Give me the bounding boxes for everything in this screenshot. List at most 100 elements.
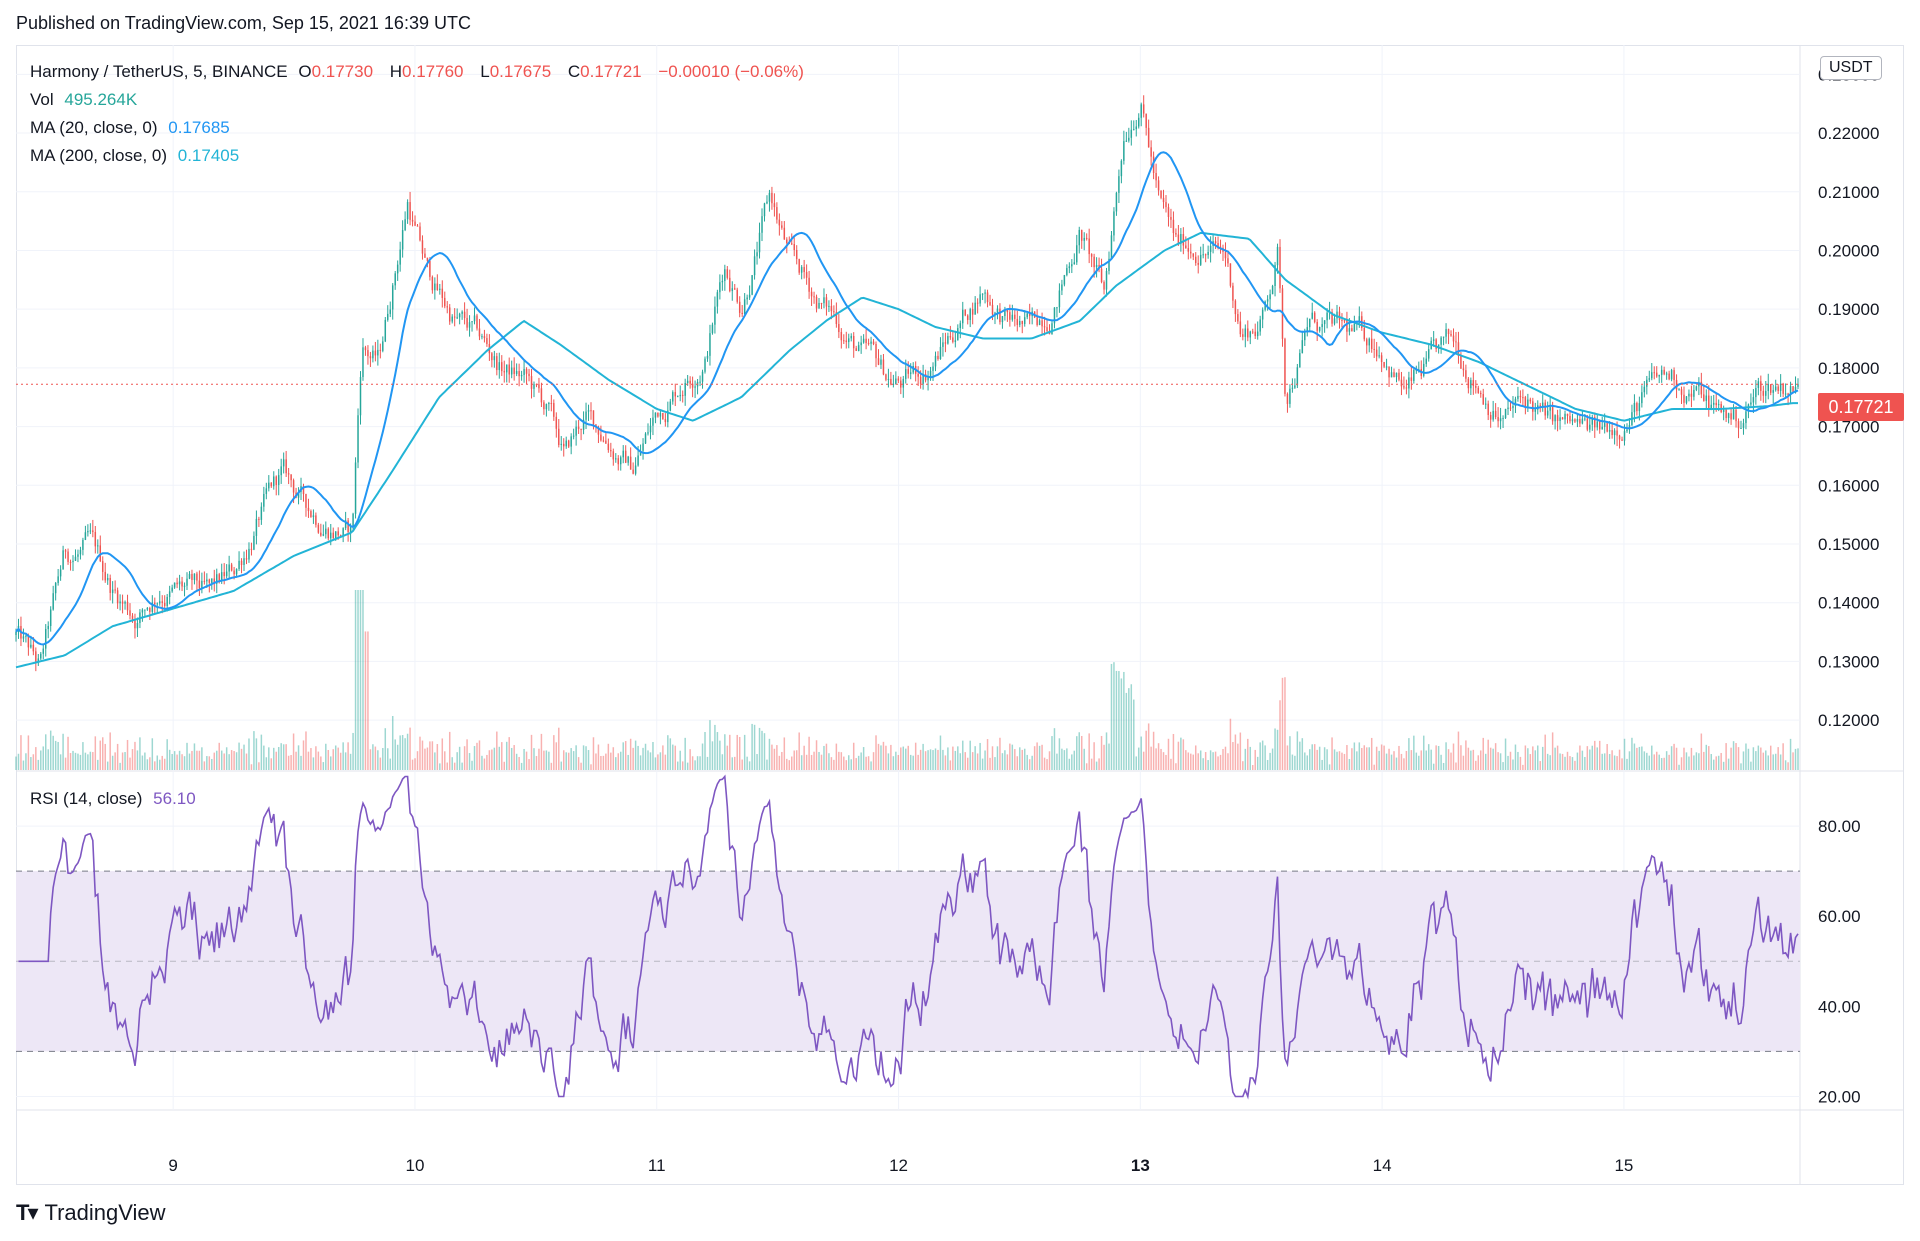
candle-body [1663, 369, 1665, 375]
candle-body [30, 644, 32, 648]
volume-bar [503, 761, 505, 770]
volume-bar [1455, 762, 1457, 770]
volume-bar [439, 763, 441, 770]
volume-bar [1576, 752, 1579, 770]
candle-body [1242, 334, 1244, 337]
candle-body [1209, 245, 1212, 252]
published-caption: Published on TradingView.com, Sep 15, 20… [16, 13, 471, 33]
close-label: C [567, 62, 581, 81]
candle-body [1782, 383, 1784, 394]
volume-bar [1036, 742, 1038, 770]
volume-bar [1554, 747, 1556, 770]
candle-body [471, 321, 473, 323]
volume-bar [947, 747, 949, 770]
volume-bar [1197, 753, 1199, 770]
volume-bar [1331, 737, 1333, 770]
candle-body [1762, 390, 1765, 396]
candle-body [1668, 373, 1670, 380]
volume-bar [1566, 751, 1569, 770]
candle-body [1252, 331, 1254, 333]
volume-bar [1720, 752, 1722, 770]
candle-body [659, 413, 662, 417]
candle-body [287, 473, 290, 475]
candle-body [1524, 397, 1527, 407]
candle-body [1405, 387, 1408, 389]
volume-bar [1452, 743, 1455, 770]
ma200-label[interactable]: MA (200, close, 0) [30, 146, 168, 165]
candle-body [344, 520, 347, 529]
volume-bar [1026, 754, 1028, 770]
volume-bar [40, 750, 42, 770]
currency-button[interactable]: USDT [1820, 56, 1882, 80]
candle-body [1274, 265, 1276, 286]
candle-body [1653, 372, 1655, 374]
time-tick-label: 9 [168, 1156, 177, 1175]
tradingview-logo[interactable]: T▾ TradingView [16, 1200, 166, 1226]
candle-body [97, 545, 99, 547]
candle-body [558, 428, 560, 445]
volume-bar [689, 749, 691, 770]
candle-body [897, 378, 900, 381]
ma20-label[interactable]: MA (20, close, 0) [30, 118, 158, 137]
volume-bar [52, 735, 54, 770]
volume-bar [196, 750, 198, 770]
volume-bar [1016, 756, 1019, 770]
candle-body [1660, 369, 1663, 375]
volume-label[interactable]: Vol [30, 90, 54, 109]
candle-body [151, 602, 154, 612]
candle-body [880, 359, 882, 365]
volume-bar [855, 758, 857, 770]
volume-bar [1658, 754, 1660, 770]
candle-body [949, 336, 952, 338]
candle-body [270, 482, 273, 487]
volume-bar [743, 734, 746, 770]
volume-bar [493, 747, 496, 770]
candle-body [1380, 355, 1383, 363]
volume-bar [914, 742, 917, 770]
candle-body [828, 305, 830, 307]
volume-bar [1264, 745, 1266, 770]
candle-body [1061, 284, 1063, 291]
volume-bar [572, 751, 575, 770]
volume-bar [297, 745, 300, 770]
candle-body [1643, 386, 1646, 393]
candle-body [1199, 254, 1202, 265]
volume-bar [176, 754, 178, 770]
candle-body [1133, 129, 1135, 131]
candle-body [724, 269, 726, 281]
candle-body [1108, 258, 1110, 272]
candle-body [463, 311, 466, 318]
volume-bar [213, 752, 216, 770]
volume-bar [550, 762, 553, 770]
volume-bar [310, 748, 312, 770]
volume-bar [1234, 734, 1237, 770]
symbol-title[interactable]: Harmony / TetherUS, 5, BINANCE [30, 62, 288, 81]
candle-body [833, 311, 835, 313]
volume-bar [823, 745, 825, 770]
volume-bar [553, 735, 555, 770]
volume-bar [1403, 758, 1405, 770]
candle-body [810, 291, 813, 297]
volume-bar [962, 740, 964, 770]
volume-bar [1551, 732, 1554, 770]
candle-body [624, 450, 627, 463]
volume-bar [1509, 751, 1512, 770]
volume-bar [64, 757, 67, 770]
candle-body [503, 371, 505, 373]
candle-body [577, 426, 580, 429]
candle-body [223, 572, 225, 577]
candle-body [1187, 248, 1190, 252]
volume-bar [382, 747, 384, 770]
volume-bar [535, 756, 538, 770]
candle-body [111, 589, 114, 593]
candle-body [793, 244, 795, 251]
volume-bar [240, 748, 243, 770]
volume-bar [322, 762, 325, 770]
volume-bar [134, 741, 136, 770]
volume-bar [1400, 753, 1403, 770]
rsi-label[interactable]: RSI (14, close) [30, 789, 143, 808]
volume-bar [1527, 748, 1529, 770]
candle-body [649, 425, 652, 433]
candle-body [892, 383, 895, 385]
